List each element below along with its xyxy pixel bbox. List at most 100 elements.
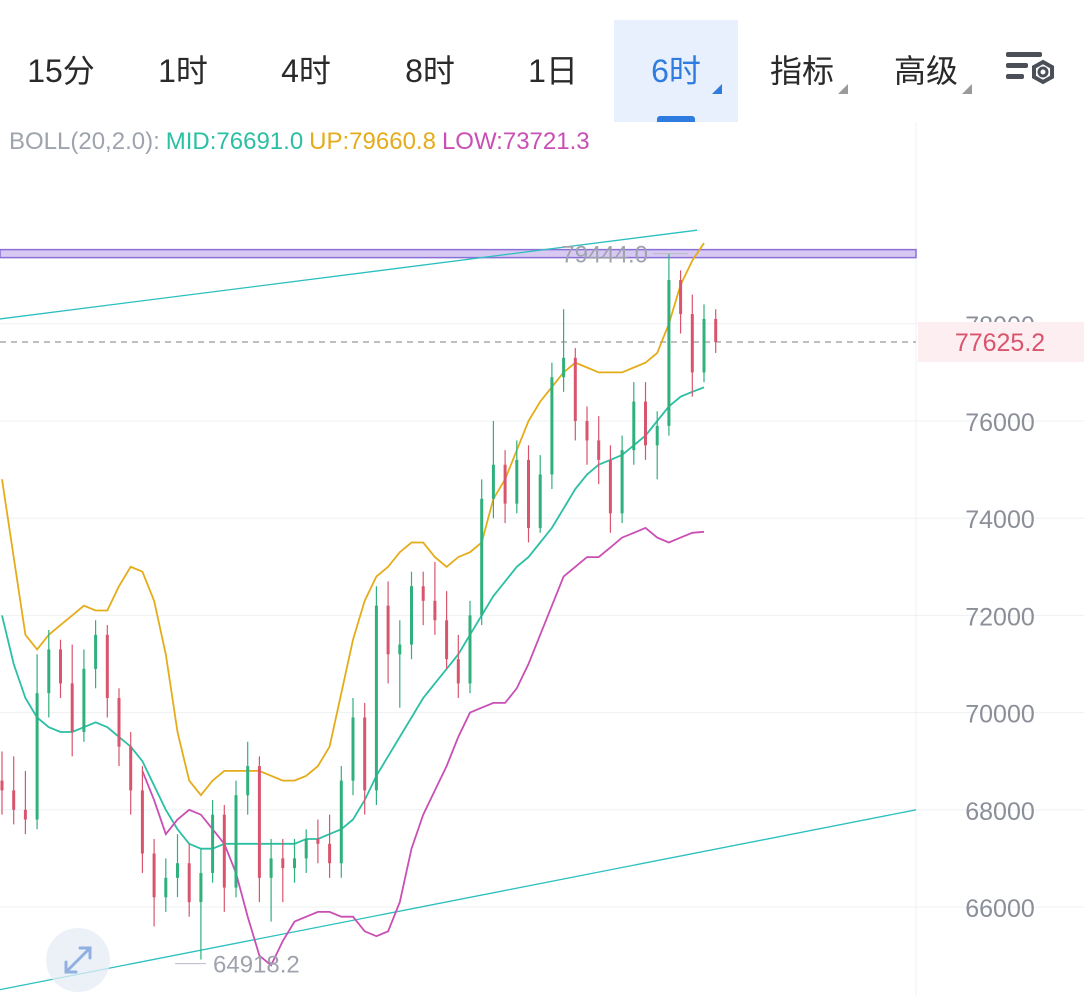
candle-body: [655, 425, 659, 446]
tab-8hour[interactable]: 8时: [368, 20, 492, 122]
candle-body: [47, 649, 51, 694]
tab-label: 4时: [281, 53, 331, 89]
boll-up-value: UP:79660.8: [309, 128, 436, 155]
tab-indicators[interactable]: 指标: [740, 20, 864, 122]
candle-body: [59, 649, 62, 684]
current-price-label: 77625.2: [955, 329, 1045, 357]
tab-15min[interactable]: 15分: [0, 20, 122, 122]
candle-body: [480, 498, 484, 616]
candle-body: [70, 683, 74, 733]
lower-trend-line: [0, 809, 917, 991]
candle-body: [12, 790, 16, 810]
dropdown-arrow-icon: [962, 84, 972, 94]
dropdown-arrow-icon: [838, 84, 848, 94]
candle-body: [445, 620, 449, 660]
candle-body: [667, 280, 671, 426]
candle-body: [23, 809, 27, 820]
candle-body: [105, 634, 109, 699]
tab-label: 6时: [651, 53, 701, 89]
candle-body: [714, 318, 718, 343]
candle-body: [702, 318, 706, 373]
candle-body: [246, 766, 250, 796]
timeframe-tab-bar: 15分 1时 4时 8时 1日 6时 指标 高级: [0, 0, 1084, 122]
candle-body: [515, 459, 519, 504]
tab-label: 1时: [158, 53, 208, 89]
candle-body: [94, 634, 98, 669]
candle-body: [632, 401, 636, 451]
upper-trend-line: [0, 229, 698, 320]
boll-upper-band: [1, 242, 705, 797]
boll-indicator-legend: BOLL(20,2.0): MID:76691.0 UP:79660.8 LOW:73…: [9, 128, 596, 156]
candle-body: [293, 858, 296, 869]
candle-body: [351, 717, 355, 781]
candle-body: [491, 464, 495, 499]
candle-body: [597, 440, 601, 460]
candle-body: [585, 421, 589, 441]
candlestick-chart[interactable]: 6600068000700007200074000760007800077625…: [0, 122, 1084, 995]
candle-body: [398, 644, 402, 655]
candle-body: [234, 795, 238, 888]
low-marker-label: 64918.2: [213, 952, 300, 979]
candle-body: [316, 838, 320, 844]
candle-body: [374, 605, 378, 791]
candle-body: [421, 586, 425, 601]
tab-1hour[interactable]: 1时: [122, 20, 244, 122]
candle-body: [339, 780, 343, 864]
dropdown-arrow-icon: [712, 84, 722, 94]
candle-body: [386, 605, 390, 655]
candle-body: [456, 659, 460, 684]
boll-mid-value: MID:76691.0: [165, 128, 304, 155]
candle-body: [503, 464, 507, 504]
candle-body: [410, 586, 413, 645]
y-axis-tick-label: 66000: [965, 895, 1035, 923]
candle-body: [620, 450, 624, 514]
y-axis-tick-label: 76000: [965, 409, 1035, 437]
candle-body: [644, 401, 647, 446]
candle-body: [433, 600, 437, 621]
expand-icon[interactable]: [46, 928, 110, 992]
boll-label: BOLL(20,2.0):: [9, 128, 160, 155]
candle-body: [690, 314, 694, 373]
candle-body: [187, 863, 191, 903]
tab-1day[interactable]: 1日: [492, 20, 614, 122]
candle-body: [176, 863, 179, 878]
candle-body: [140, 790, 144, 854]
candle-body: [608, 459, 612, 514]
candle-body: [269, 858, 273, 878]
candle-body: [0, 780, 4, 791]
horizontal-level-line: [0, 248, 917, 259]
candle-body: [35, 693, 39, 820]
tab-6hour[interactable]: 6时: [614, 20, 738, 122]
tab-label: 高级: [893, 53, 958, 89]
candle-body: [527, 459, 530, 528]
y-axis-tick-label: 70000: [965, 701, 1035, 729]
candle-body: [129, 746, 133, 791]
candle-body: [199, 872, 203, 903]
candle-body: [562, 357, 566, 378]
candle-body: [211, 814, 215, 873]
candle-body: [573, 357, 577, 421]
chart-settings-icon[interactable]: [1004, 48, 1060, 96]
candle-body: [363, 717, 367, 791]
candle-body: [468, 615, 472, 684]
candle-body: [281, 858, 285, 869]
tab-label: 15分: [27, 53, 95, 89]
high-marker-label: 79444.0: [561, 242, 648, 269]
candle-body: [550, 377, 554, 475]
current-price-badge: [918, 322, 1084, 363]
tab-4hour[interactable]: 4时: [244, 20, 368, 122]
tab-advanced[interactable]: 高级: [864, 20, 988, 122]
candle-body: [257, 766, 261, 878]
tab-label: 1日: [528, 53, 578, 89]
tab-label: 8时: [405, 53, 455, 89]
candle-body: [538, 474, 542, 528]
candle-body: [304, 838, 308, 859]
tab-label: 指标: [769, 53, 834, 89]
y-axis-tick-label: 68000: [965, 798, 1035, 826]
candle-body: [164, 877, 168, 898]
y-axis-tick-label: 74000: [965, 506, 1035, 534]
active-tab-indicator: [657, 116, 695, 122]
y-axis-tick-label: 72000: [965, 603, 1035, 631]
candle-body: [117, 698, 121, 747]
candle-body: [82, 668, 86, 733]
